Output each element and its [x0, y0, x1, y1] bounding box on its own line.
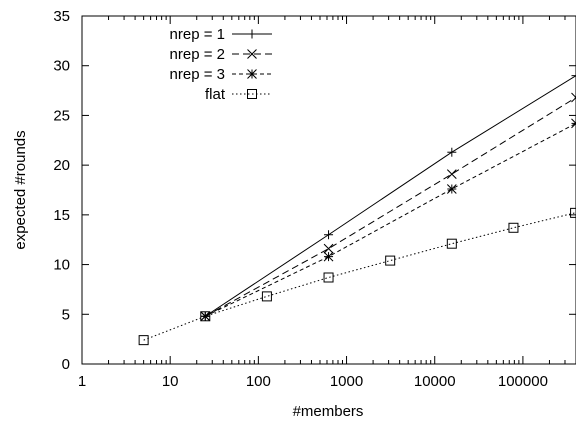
data-point — [447, 148, 456, 157]
axes: 0 5 10 15 20 25 30 35 1 10 100 1000 10000 100000 — [53, 8, 576, 390]
data-point — [447, 185, 456, 194]
legend-label: nrep = 2 — [170, 46, 225, 63]
data-point — [572, 119, 576, 128]
legend-marker — [248, 70, 257, 79]
x-axis-label: #members — [293, 403, 364, 420]
y-tick-label: 35 — [53, 8, 70, 25]
data-point — [572, 71, 576, 80]
plot-area — [139, 71, 576, 344]
x-tick-label: 10000 — [414, 373, 456, 390]
data-point — [139, 336, 148, 345]
data-point — [447, 239, 456, 248]
data-point — [201, 312, 210, 321]
data-point — [572, 93, 576, 102]
series-flat — [139, 208, 576, 344]
series-line — [205, 76, 576, 317]
data-point — [324, 230, 333, 239]
legend-label: flat — [205, 86, 226, 103]
y-tick-label: 0 — [62, 356, 70, 373]
y-tick-label: 30 — [53, 58, 70, 75]
series-nrep-2 — [201, 93, 576, 321]
data-point — [447, 170, 456, 179]
y-tick-label: 5 — [62, 306, 70, 323]
x-tick-label: 1 — [78, 373, 86, 390]
y-axis-label: expected #rounds — [12, 130, 29, 249]
data-point — [386, 256, 395, 265]
data-point — [324, 252, 333, 261]
x-tick-label: 100000 — [498, 373, 548, 390]
series-line — [205, 123, 576, 316]
y-tick-label: 15 — [53, 207, 70, 224]
series-nrep-1 — [201, 71, 576, 321]
data-point — [509, 223, 518, 232]
legend: nrep = 1 nrep = 2 nrep = 3 flat — [170, 26, 272, 103]
x-tick-label: 10 — [162, 373, 179, 390]
plot-frame — [82, 16, 576, 364]
legend-marker — [248, 30, 257, 39]
series-line — [205, 98, 576, 317]
legend-label: nrep = 1 — [170, 26, 225, 43]
x-tick-label: 100 — [246, 373, 271, 390]
legend-label: nrep = 3 — [170, 66, 225, 83]
data-point — [324, 273, 333, 282]
data-point — [262, 292, 271, 301]
y-tick-label: 25 — [53, 107, 70, 124]
x-tick-label: 1000 — [330, 373, 363, 390]
data-point — [324, 244, 333, 253]
y-tick-label: 20 — [53, 157, 70, 174]
y-tick-label: 10 — [53, 257, 70, 274]
series-nrep-3 — [201, 119, 576, 321]
